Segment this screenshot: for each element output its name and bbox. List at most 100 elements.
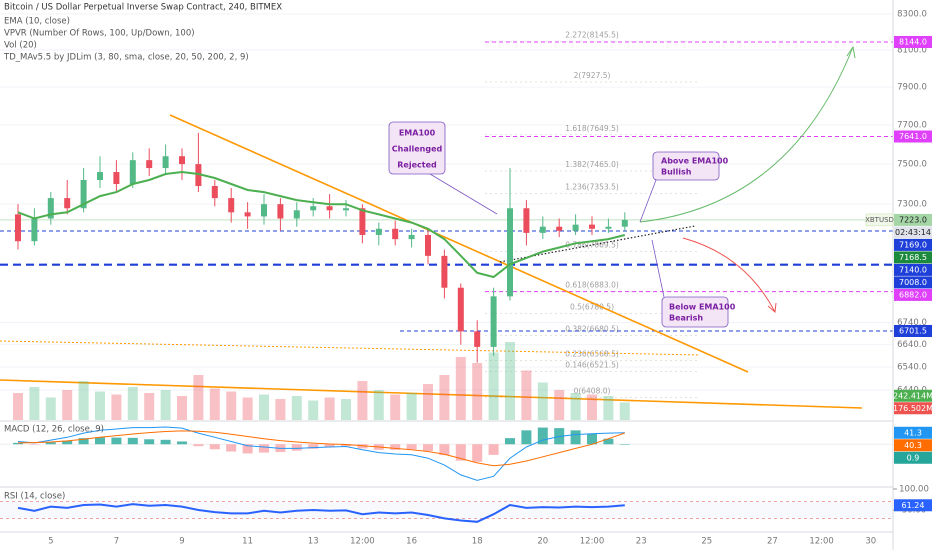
indicator-label: VPVR (Number Of Rows, 100, Up/Down, 100) — [4, 29, 195, 39]
y-tick-label: 6540.0 — [897, 363, 927, 373]
note-text: Bearish — [669, 314, 703, 323]
macd-line — [17, 426, 625, 481]
volume-bar — [45, 397, 56, 420]
arrow-head — [767, 302, 777, 313]
fib-label: 0.146(6521.5) — [565, 360, 619, 369]
volume-bar — [423, 384, 433, 420]
candle-body — [64, 198, 71, 209]
price-badge-label: 6882.0 — [899, 290, 927, 299]
note-text: Challenged — [392, 145, 443, 154]
candle-body — [425, 234, 431, 256]
macd-hist-bar — [308, 444, 319, 449]
macd-hist-bar — [226, 444, 237, 452]
volume-bar — [95, 391, 105, 420]
symbol-box — [865, 213, 894, 227]
macd-hist-bar — [127, 437, 138, 445]
note-text: Rejected — [397, 161, 437, 170]
price-badge — [894, 324, 932, 337]
macd-hist-bar — [144, 439, 155, 445]
macd-hist-bar — [439, 444, 450, 456]
volume-bar — [324, 397, 335, 420]
price-badge — [894, 226, 932, 239]
x-tick-label: 9 — [179, 537, 184, 547]
macd-hist-bar — [177, 441, 187, 445]
macd-hist-bar — [242, 444, 253, 454]
macd-hist-bar — [406, 444, 417, 450]
candle-body — [621, 219, 628, 227]
volume-bar — [144, 393, 155, 420]
price-badge — [894, 499, 932, 512]
price-badge — [894, 426, 932, 439]
macd-hist-bar — [488, 444, 499, 455]
macd-hist-bar — [603, 438, 614, 445]
candle-body — [605, 226, 612, 229]
grid — [0, 13, 893, 391]
candle-body — [129, 160, 136, 185]
candle-body — [179, 156, 185, 165]
x-tick-label: 5 — [48, 537, 53, 547]
drawings — [0, 45, 863, 409]
volume-bar — [29, 387, 40, 420]
rsi-band-fill — [0, 501, 893, 519]
fib-label: 0.382(6680.5) — [565, 325, 619, 334]
candle-body — [310, 206, 317, 211]
connector — [429, 173, 498, 215]
volume-bar — [603, 396, 614, 420]
candle-body — [408, 234, 415, 240]
connector — [639, 179, 657, 223]
price-panel — [15, 132, 628, 363]
y-tick-label: 6640.0 — [897, 340, 927, 350]
volume-bar — [193, 375, 204, 420]
price-badge-label: 7008.0 — [899, 278, 927, 287]
candle-body — [539, 226, 546, 233]
candle-body — [277, 204, 284, 219]
volume-bar — [406, 393, 417, 420]
x-tick-label: 18 — [472, 537, 483, 547]
volume-bar — [341, 399, 351, 420]
volume-bar — [308, 400, 319, 420]
candle-body — [589, 224, 595, 229]
legend: Bitcoin / US Dollar Perpetual Inverse Sw… — [3, 3, 282, 502]
price-badge-label: 40.3 — [904, 441, 922, 450]
macd-hist-bar — [160, 439, 171, 445]
volume-bar — [275, 399, 286, 420]
y-tick-label: 7300.0 — [897, 200, 927, 210]
macd-hist-bar — [521, 430, 532, 445]
y-tick-label: 8300.0 — [897, 9, 927, 19]
candle-body — [457, 287, 464, 332]
candle-body — [343, 208, 349, 211]
price-badge — [894, 276, 932, 289]
macd-hist-bar — [619, 444, 630, 445]
indicator-label: TD_MAv5.5 by JDLim (3, 80, sma, close, 2… — [3, 53, 249, 63]
note-box — [388, 121, 446, 175]
annotations: EMA100 Challenged Rejected Above EMA100 … — [388, 121, 736, 328]
volume-bar — [160, 390, 171, 420]
volume-bar — [177, 396, 187, 420]
indicator-label: EMA (10, close) — [4, 17, 70, 27]
fib-label: 0.5(6780.5) — [570, 303, 614, 312]
macd-hist-bar — [62, 440, 73, 445]
trend-line — [169, 114, 749, 373]
macd-hist-bar — [13, 442, 23, 445]
volume-bar — [537, 382, 548, 420]
candle-body — [211, 186, 218, 199]
macd-hist-bar — [390, 444, 401, 450]
price-badge — [894, 238, 932, 251]
candle-body — [146, 160, 153, 169]
volume-bar — [488, 352, 499, 420]
candle-body — [15, 214, 21, 242]
y-tick-label: 100.00 — [899, 485, 929, 495]
macd-hist-bar — [472, 444, 483, 462]
price-badge-label: 61.24 — [902, 501, 925, 510]
rsi-title: RSI (14, close) — [4, 492, 65, 502]
y-tick-label: 7700.0 — [897, 121, 927, 131]
price-badge — [894, 251, 932, 264]
candle-body — [47, 198, 54, 219]
x-tick-label: 12:00 — [580, 537, 605, 547]
y-tick-label: 8100.0 — [897, 46, 927, 56]
price-badge-label: 41.3 — [904, 428, 922, 437]
fib-label: 2.272(8145.5) — [565, 31, 619, 40]
bullish-arrow — [639, 46, 854, 223]
